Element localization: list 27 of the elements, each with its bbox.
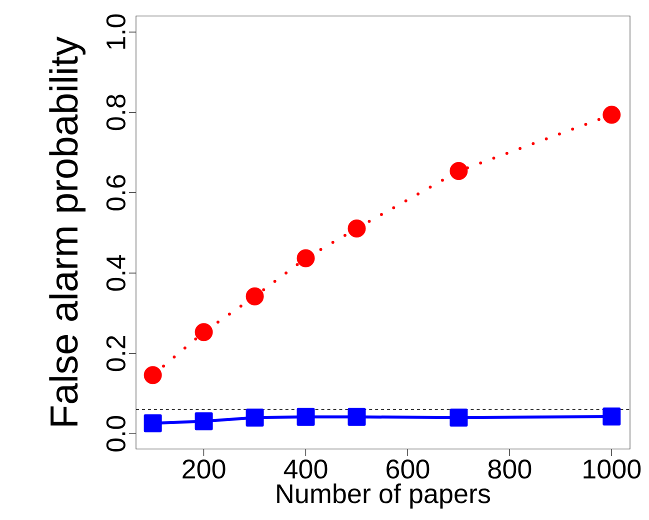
point xyxy=(194,412,213,430)
y-tick-label: 0.6 xyxy=(106,175,126,210)
y-tick-label: 0.0 xyxy=(106,416,126,452)
point xyxy=(348,219,366,238)
y-tick-label: 0.8 xyxy=(106,94,126,130)
point xyxy=(246,287,264,306)
point xyxy=(144,366,162,384)
point xyxy=(144,414,162,432)
point xyxy=(602,106,621,124)
x-tick-label: 800 xyxy=(488,460,532,479)
x-tick-label: 400 xyxy=(284,460,328,479)
point xyxy=(296,408,315,426)
point xyxy=(296,249,315,268)
point xyxy=(194,323,213,342)
x-axis-title: Number of papers xyxy=(277,483,490,509)
y-tick-label: 0.4 xyxy=(106,255,126,291)
x-tick-label: 200 xyxy=(182,460,226,479)
point xyxy=(246,408,264,427)
y-tick-label: 1.0 xyxy=(106,14,126,49)
point xyxy=(450,408,468,427)
x-tick-label: 600 xyxy=(386,460,430,479)
x-tick-label: 1000 xyxy=(584,460,641,479)
point xyxy=(450,162,468,180)
point xyxy=(348,408,366,426)
y-tick-label: 0.2 xyxy=(106,336,126,372)
y-axis-title: False alarm probability xyxy=(49,36,86,426)
point xyxy=(602,407,621,426)
